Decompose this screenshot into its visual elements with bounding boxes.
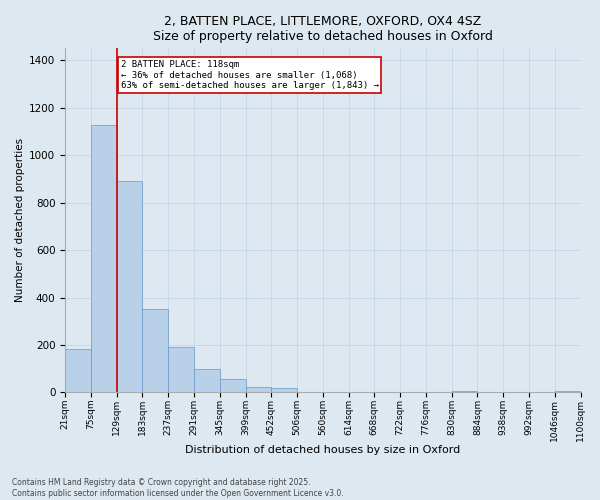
Text: Contains HM Land Registry data © Crown copyright and database right 2025.
Contai: Contains HM Land Registry data © Crown c… [12, 478, 344, 498]
Title: 2, BATTEN PLACE, LITTLEMORE, OXFORD, OX4 4SZ
Size of property relative to detach: 2, BATTEN PLACE, LITTLEMORE, OXFORD, OX4… [153, 15, 493, 43]
Bar [65, 348, 91, 393]
Bar [220, 380, 245, 392]
Bar [142, 310, 168, 392]
Bar [194, 368, 220, 392]
X-axis label: Distribution of detached houses by size in Oxford: Distribution of detached houses by size … [185, 445, 460, 455]
Bar [271, 388, 297, 392]
Y-axis label: Number of detached properties: Number of detached properties [15, 138, 25, 302]
Bar [91, 126, 116, 392]
Text: 2 BATTEN PLACE: 118sqm
← 36% of detached houses are smaller (1,068)
63% of semi-: 2 BATTEN PLACE: 118sqm ← 36% of detached… [121, 60, 379, 90]
Bar [168, 348, 194, 393]
Bar [245, 386, 271, 392]
Bar [116, 181, 142, 392]
